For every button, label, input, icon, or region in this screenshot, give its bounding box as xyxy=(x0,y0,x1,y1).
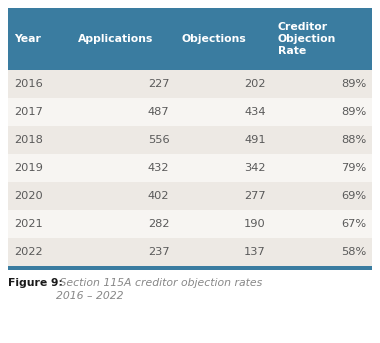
Bar xyxy=(72,238,176,266)
Bar xyxy=(176,70,272,98)
Text: 2017: 2017 xyxy=(14,107,43,117)
Bar xyxy=(176,98,272,126)
Text: 2021: 2021 xyxy=(14,219,43,229)
Text: 137: 137 xyxy=(244,247,266,257)
Bar xyxy=(176,182,272,210)
Bar xyxy=(8,182,72,210)
Bar xyxy=(8,126,72,154)
Bar xyxy=(272,154,372,182)
Text: 79%: 79% xyxy=(341,163,366,173)
Bar xyxy=(8,70,72,98)
Bar xyxy=(8,210,72,238)
Text: 282: 282 xyxy=(148,219,169,229)
Text: 2018: 2018 xyxy=(14,135,43,145)
Bar xyxy=(272,182,372,210)
Bar xyxy=(176,238,272,266)
Text: 2022: 2022 xyxy=(14,247,43,257)
Text: 2020: 2020 xyxy=(14,191,43,201)
Text: 2019: 2019 xyxy=(14,163,43,173)
Text: Creditor
Objection
Rate: Creditor Objection Rate xyxy=(278,22,336,56)
Bar xyxy=(8,8,72,70)
Text: Year: Year xyxy=(14,34,41,44)
Bar xyxy=(8,154,72,182)
Bar xyxy=(272,8,372,70)
Bar xyxy=(272,98,372,126)
Bar xyxy=(72,126,176,154)
Bar xyxy=(176,126,272,154)
Text: 190: 190 xyxy=(244,219,266,229)
Bar xyxy=(272,210,372,238)
Text: 556: 556 xyxy=(148,135,169,145)
Text: 89%: 89% xyxy=(341,79,366,89)
Bar xyxy=(72,70,176,98)
Bar xyxy=(72,154,176,182)
Text: Applications: Applications xyxy=(78,34,153,44)
Text: 277: 277 xyxy=(244,191,266,201)
Text: 67%: 67% xyxy=(341,219,366,229)
Bar xyxy=(8,266,372,270)
Text: 402: 402 xyxy=(148,191,169,201)
Text: 491: 491 xyxy=(244,135,266,145)
Text: 487: 487 xyxy=(148,107,169,117)
Bar xyxy=(176,8,272,70)
Bar xyxy=(272,238,372,266)
Text: 69%: 69% xyxy=(341,191,366,201)
Text: Section 115A creditor objection rates
2016 – 2022: Section 115A creditor objection rates 20… xyxy=(56,278,262,301)
Bar xyxy=(176,210,272,238)
Text: 432: 432 xyxy=(148,163,169,173)
Text: 58%: 58% xyxy=(341,247,366,257)
Bar xyxy=(8,98,72,126)
Bar xyxy=(176,154,272,182)
Bar xyxy=(272,126,372,154)
Bar xyxy=(72,210,176,238)
Text: 2016: 2016 xyxy=(14,79,43,89)
Text: 434: 434 xyxy=(244,107,266,117)
Text: Objections: Objections xyxy=(181,34,246,44)
Bar xyxy=(272,70,372,98)
Text: 89%: 89% xyxy=(341,107,366,117)
Text: 88%: 88% xyxy=(341,135,366,145)
Text: 227: 227 xyxy=(148,79,169,89)
Text: 342: 342 xyxy=(244,163,266,173)
Text: Figure 9:: Figure 9: xyxy=(8,278,63,288)
Bar xyxy=(72,8,176,70)
Bar xyxy=(72,182,176,210)
Text: 237: 237 xyxy=(148,247,169,257)
Text: 202: 202 xyxy=(244,79,266,89)
Bar xyxy=(8,238,72,266)
Bar xyxy=(72,98,176,126)
